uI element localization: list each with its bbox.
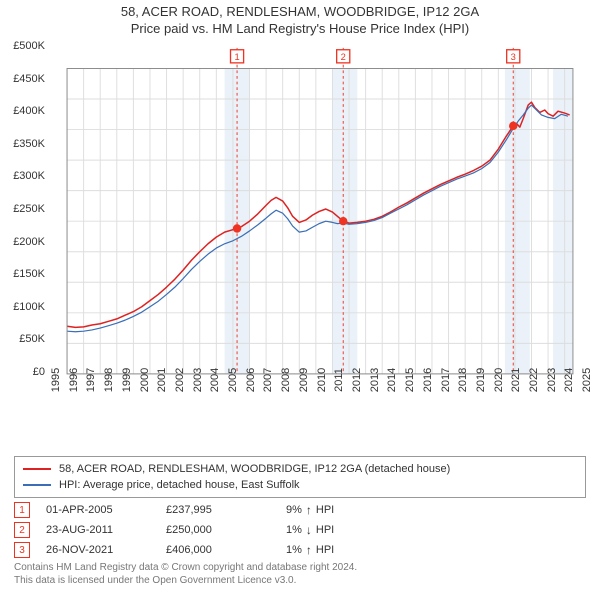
legend-text: HPI: Average price, detached house, East… [59,479,300,491]
sales-table: 1 01-APR-2005£237,9959% ↑ HPI 2 23-AUG-2011£2… [14,500,586,560]
x-tick-label: 2008 [280,368,292,392]
x-tick-label: 2020 [493,368,505,392]
y-tick-label: £300K [13,170,45,182]
arrow-down-icon: ↓ [306,523,312,537]
x-tick-label: 2010 [316,368,328,392]
x-tick-label: 1999 [121,368,133,392]
svg-text:2: 2 [341,52,346,62]
sale-suffix: HPI [316,524,334,536]
x-tick-label: 2001 [156,368,168,392]
y-tick-label: £100K [13,301,45,313]
x-tick-label: 2016 [422,368,434,392]
sale-diff: 1% ↓ HPI [286,523,334,537]
sale-row: 2 23-AUG-2011£250,0001% ↓ HPI [14,520,586,540]
sale-price: £237,995 [166,504,286,516]
y-tick-label: £50K [19,333,45,345]
y-tick-label: £200K [13,236,45,248]
x-tick-label: 2018 [457,368,469,392]
footer-line-2: This data is licensed under the Open Gov… [14,575,357,588]
sale-pct: 1% [286,524,302,536]
sale-marker: 1 [14,502,30,518]
x-tick-label: 2014 [386,368,398,392]
x-tick-label: 2019 [475,368,487,392]
x-tick-label: 2023 [546,368,558,392]
x-tick-label: 2009 [298,368,310,392]
sale-row: 3 26-NOV-2021£406,0001% ↑ HPI [14,540,586,560]
x-tick-label: 2011 [333,368,345,392]
x-tick-label: 2007 [262,368,274,392]
sale-row: 1 01-APR-2005£237,9959% ↑ HPI [14,500,586,520]
x-tick-label: 1998 [103,368,115,392]
y-tick-label: £400K [13,105,45,117]
x-tick-label: 2021 [510,368,522,392]
legend-row: HPI: Average price, detached house, East… [23,477,577,493]
plot-svg: 1 2 3 [50,46,590,402]
arrow-up-icon: ↑ [306,503,312,517]
x-tick-label: 2004 [209,368,221,392]
x-tick-label: 2000 [139,368,151,392]
y-tick-label: £500K [13,40,45,52]
sale-pct: 9% [286,504,302,516]
x-tick-label: 2005 [227,368,239,392]
sale-marker: 3 [14,542,30,558]
x-tick-label: 1995 [50,368,62,392]
title-line-2: Price paid vs. HM Land Registry's House … [0,21,600,36]
legend-text: 58, ACER ROAD, RENDLESHAM, WOODBRIDGE, I… [59,463,450,475]
sale-date: 23-AUG-2011 [46,524,166,536]
arrow-up-icon: ↑ [306,543,312,557]
title-block: 58, ACER ROAD, RENDLESHAM, WOODBRIDGE, I… [0,0,600,36]
y-tick-label: £350K [13,138,45,150]
x-tick-label: 2024 [563,368,575,392]
legend-row: 58, ACER ROAD, RENDLESHAM, WOODBRIDGE, I… [23,461,577,477]
svg-text:3: 3 [511,52,516,62]
x-tick-label: 2025 [581,368,593,392]
sale-marker: 2 [14,522,30,538]
sale-pct: 1% [286,544,302,556]
sale-date: 01-APR-2005 [46,504,166,516]
x-tick-label: 2017 [440,368,452,392]
sale-suffix: HPI [316,544,334,556]
y-tick-label: £450K [13,73,45,85]
x-tick-label: 2013 [369,368,381,392]
footer-line-1: Contains HM Land Registry data © Crown c… [14,562,357,575]
sale-date: 26-NOV-2021 [46,544,166,556]
legend: 58, ACER ROAD, RENDLESHAM, WOODBRIDGE, I… [14,456,586,498]
legend-swatch [23,484,51,486]
y-tick-label: £250K [13,203,45,215]
x-tick-label: 2012 [351,368,363,392]
footer: Contains HM Land Registry data © Crown c… [14,562,357,587]
x-tick-label: 2015 [404,368,416,392]
chart-area: 1 2 3 £0 £50K £100K £150K £200K £250K £300K £350K… [0,46,600,416]
x-tick-label: 2002 [174,368,186,392]
x-tick-label: 1996 [68,368,80,392]
sale-price: £250,000 [166,524,286,536]
y-tick-label: £150K [13,268,45,280]
sale-price: £406,000 [166,544,286,556]
x-tick-label: 1997 [85,368,97,392]
sale-diff: 1% ↑ HPI [286,543,334,557]
y-tick-label: £0 [33,366,45,378]
x-tick-label: 2022 [528,368,540,392]
legend-swatch [23,468,51,470]
title-line-1: 58, ACER ROAD, RENDLESHAM, WOODBRIDGE, I… [0,4,600,19]
sale-suffix: HPI [316,504,334,516]
x-tick-label: 2003 [192,368,204,392]
chart-container: 58, ACER ROAD, RENDLESHAM, WOODBRIDGE, I… [0,0,600,590]
svg-text:1: 1 [234,52,239,62]
sale-diff: 9% ↑ HPI [286,503,334,517]
x-tick-label: 2006 [245,368,257,392]
